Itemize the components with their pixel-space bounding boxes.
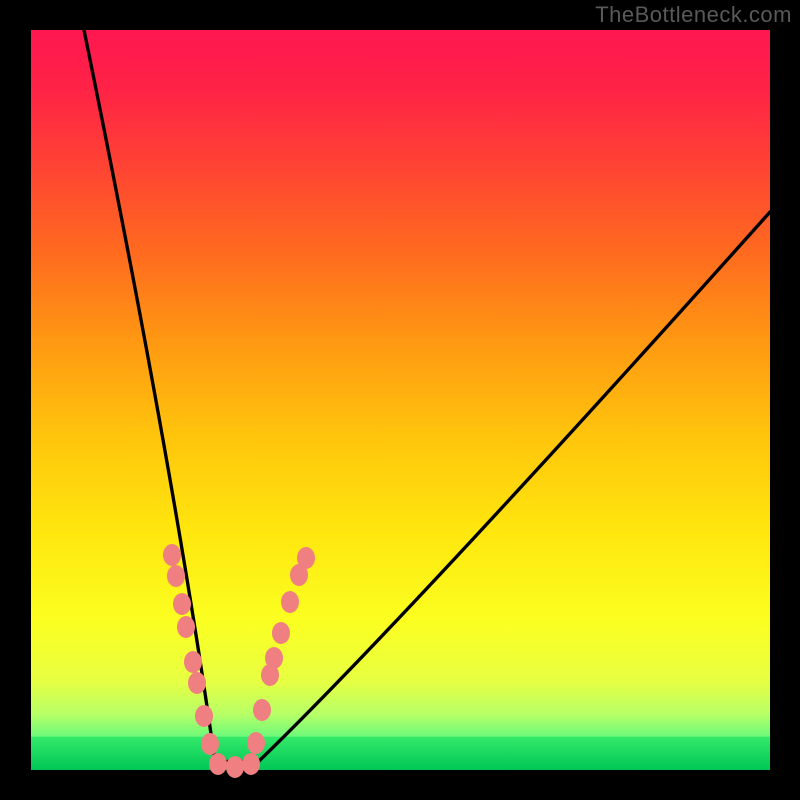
data-dot <box>281 591 299 613</box>
data-dot <box>253 699 271 721</box>
data-dot <box>173 593 191 615</box>
watermark-text: TheBottleneck.com <box>595 2 792 28</box>
data-dot <box>201 733 219 755</box>
plot-background <box>31 30 770 770</box>
data-dot <box>184 651 202 673</box>
data-dot <box>261 664 279 686</box>
data-dot <box>167 565 185 587</box>
data-dot <box>242 753 260 775</box>
data-dot <box>226 756 244 778</box>
data-dot <box>209 753 227 775</box>
data-dot <box>163 544 181 566</box>
green-band <box>31 737 770 770</box>
data-dot <box>195 705 213 727</box>
data-dot <box>272 622 290 644</box>
data-dot <box>177 616 195 638</box>
data-dot <box>247 732 265 754</box>
data-dot <box>290 564 308 586</box>
chart-stage: TheBottleneck.com <box>0 0 800 800</box>
bottleneck-chart <box>0 0 800 800</box>
data-dot <box>188 672 206 694</box>
